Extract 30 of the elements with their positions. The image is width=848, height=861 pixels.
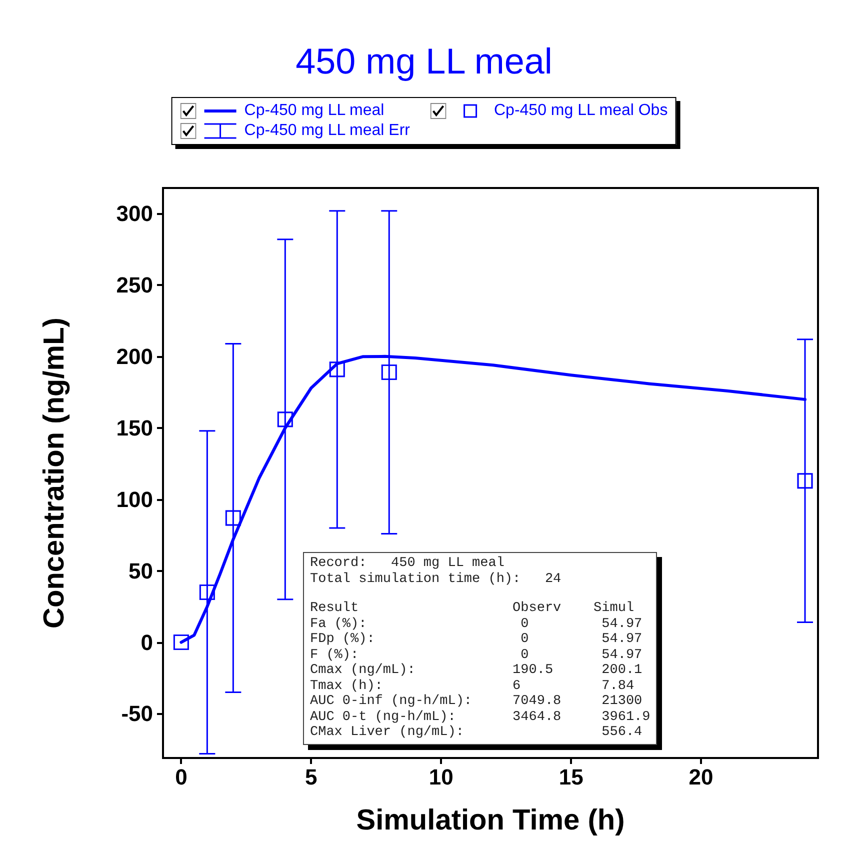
y-tick-label: 100: [116, 486, 153, 512]
annotation: Tmax (h): 6 7.84: [310, 678, 636, 694]
annotation: Record: 450 mg LL meal: [310, 556, 506, 572]
annotation: F (%): 0 54.97: [310, 648, 644, 663]
x-axis-title: Simulation Time (h): [356, 804, 625, 836]
x-tick-label: 15: [558, 764, 584, 790]
annotation: CMax Liver (ng/mL): 556.4: [310, 725, 644, 740]
x-tick-label: 20: [688, 764, 714, 790]
y-tick-label: 200: [116, 344, 153, 370]
chart-title: 450 mg LL meal: [296, 40, 552, 82]
y-tick-label: 150: [116, 416, 153, 440]
legend-label: Cp-450 mg LL meal: [244, 102, 384, 120]
legend-label: Cp-450 mg LL meal Err: [244, 122, 410, 140]
annotation: FDp (%): 0 54.97: [310, 632, 644, 648]
y-axis-title: Concentration (ng/mL): [38, 318, 70, 628]
annotation: Cmax (ng/mL): 190.5 200.1: [310, 663, 644, 678]
annotation: Result Observ Simul: [310, 601, 636, 616]
annotation: Total simulation time (h): 24: [310, 572, 562, 587]
x-tick-label: 0: [175, 764, 188, 790]
annotation: AUC 0-t (ng-h/mL): 3464.8 3961.9: [310, 710, 650, 725]
y-tick-label: 300: [116, 201, 153, 226]
annotation: Fa (%): 0 54.97: [310, 616, 644, 632]
y-tick-label: -50: [121, 701, 153, 726]
x-tick-label: 10: [428, 764, 454, 790]
legend-label: Cp-450 mg LL meal Obs: [494, 102, 668, 120]
y-tick-label: 0: [140, 630, 153, 655]
annotation: AUC 0-inf (ng-h/mL): 7049.8 21300: [310, 694, 644, 710]
y-tick-label: 250: [116, 272, 153, 298]
x-tick-label: 5: [305, 764, 318, 790]
y-tick-label: 50: [128, 558, 153, 584]
